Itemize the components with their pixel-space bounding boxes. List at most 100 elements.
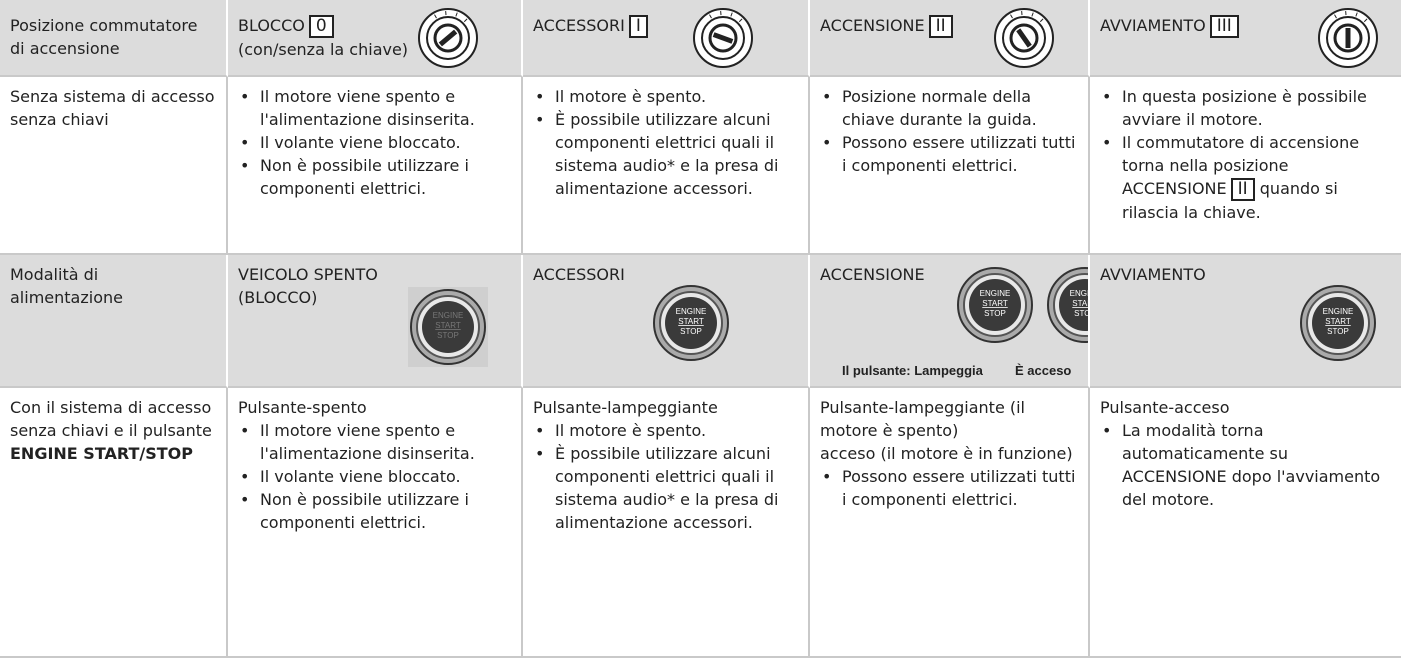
bullet-list: Il motore è spento.È possibile utilizzar… <box>533 419 798 534</box>
row-label-text: Senza sistema di accesso senza chiavi <box>10 87 215 129</box>
table-cell: Il motore è spento.È possibile utilizzar… <box>523 77 810 255</box>
bullet-item: Il commutatore di accensione torna nella… <box>1100 131 1391 224</box>
table-cell: Pulsante-spento Il motore viene spento e … <box>228 388 523 658</box>
table-cell: BLOCCO 0 (con/senza la chiave) <box>228 0 523 77</box>
cell-title: VEICOLO SPENTO (BLOCCO) <box>238 263 398 309</box>
button-text: ENGINE <box>433 311 464 320</box>
table-cell: In questa posizione è possibile avviare … <box>1090 77 1401 255</box>
bullet-item: Il motore è spento. <box>533 85 798 108</box>
key-tick <box>1031 12 1034 17</box>
position-badge: III <box>1209 15 1239 38</box>
position-badge: II <box>928 15 953 38</box>
key-slot <box>1016 28 1032 48</box>
bullet-item: Posizione normale della chiave durante l… <box>820 85 1078 131</box>
bullet-item: Il volante viene bloccato. <box>238 465 511 488</box>
key-tick <box>1039 18 1044 23</box>
button-text: START <box>982 299 1008 308</box>
bullet-item: È possibile utilizzare alcuni componenti… <box>533 108 798 200</box>
title-text: ACCENSIONE <box>820 16 925 35</box>
button-text: STOP <box>984 309 1006 318</box>
cell-title: ACCENSIONE II <box>820 14 1078 38</box>
bullet-item: È possibile utilizzare alcuni componenti… <box>533 442 798 534</box>
title-text: ACCESSORI <box>533 16 625 35</box>
title-text: BLOCCO <box>238 16 305 35</box>
button-face <box>422 301 474 353</box>
button-text: ENGINE <box>676 307 707 316</box>
button-text: STOP <box>1074 309 1090 318</box>
row-label: Con il sistema di accesso senza chiavi e… <box>0 388 228 658</box>
bullet-item: La modalità torna automaticamente su ACC… <box>1100 419 1391 511</box>
bullet-item: In questa posizione è possibile avviare … <box>1100 85 1391 131</box>
cell-note: (con/senza la chiave) <box>238 40 409 59</box>
key-tick <box>730 12 733 17</box>
button-text: START <box>435 321 461 330</box>
table-cell: Pulsante-lampeggiante Il motore è spento.… <box>523 388 810 658</box>
table-cell: ACCESSORI ENGINE START STOP <box>523 255 810 388</box>
button-text: ENGINE <box>980 289 1011 298</box>
key-tick <box>1355 12 1358 17</box>
title-text: AVVIAMENTO <box>1100 265 1206 284</box>
button-face <box>969 279 1021 331</box>
bullet-item: Il motore viene spento e l'alimentazione… <box>238 419 511 465</box>
bullet-item: Il motore viene spento e l'alimentazione… <box>238 85 511 131</box>
bullet-list: Possono essere utilizzati tutti i compon… <box>820 465 1078 511</box>
bullet-text: Il commutatore di accensione torna nella… <box>1122 133 1360 198</box>
row-label-text: Con il sistema di accesso senza chiavi e… <box>10 398 212 440</box>
title-text: VEICOLO SPENTO (BLOCCO) <box>238 265 378 307</box>
key-tick <box>709 14 712 19</box>
button-text: STOP <box>1327 327 1349 336</box>
table-cell: Posizione normale della chiave durante l… <box>810 77 1090 255</box>
row-label-text: Posizione commutatore di accensione <box>10 16 198 58</box>
key-cylinder <box>418 8 478 68</box>
cell-title: AVVIAMENTO III <box>1100 14 1391 38</box>
key-cylinder <box>693 8 753 68</box>
bullet-list: Il motore viene spento e l'alimentazione… <box>238 85 511 200</box>
cell-heading: Pulsante-acceso <box>1100 398 1230 417</box>
bullet-list: Posizione normale della chiave durante l… <box>820 85 1078 177</box>
key-tick <box>463 18 468 23</box>
bullet-list: Il motore è spento.È possibile utilizzar… <box>533 85 798 200</box>
table-cell: ACCESSORI I <box>523 0 810 77</box>
bullet-item: Non è possibile utilizzare i componenti … <box>238 488 511 534</box>
key-tick <box>455 12 458 17</box>
button-text: STOP <box>437 331 459 340</box>
table-cell: Pulsante-lampeggiante (il motore è spent… <box>810 388 1090 658</box>
bullet-list: Il motore viene spento e l'alimentazione… <box>238 419 511 534</box>
row-label: Senza sistema di accesso senza chiavi <box>0 77 228 255</box>
cell-title: ACCESSORI I <box>533 14 798 38</box>
key-cylinder <box>1318 8 1378 68</box>
cell-heading: Pulsante-lampeggiante <box>533 398 718 417</box>
position-badge: II <box>1230 178 1255 201</box>
button-text: START <box>1325 317 1351 326</box>
key-tick <box>1363 18 1368 23</box>
cell-title: AVVIAMENTO <box>1100 263 1260 286</box>
key-tick <box>1010 14 1013 19</box>
table-cell: VEICOLO SPENTO (BLOCCO) ENGINE START STOP <box>228 255 523 388</box>
cell-heading: Pulsante-spento <box>238 398 367 417</box>
button-face <box>1059 279 1088 331</box>
key-tick <box>1334 14 1337 19</box>
position-badge: 0 <box>308 15 334 38</box>
button-face <box>665 297 717 349</box>
title-text: ACCESSORI <box>533 265 625 284</box>
cell-title: ACCESSORI <box>533 263 693 286</box>
button-text: STOP <box>680 327 702 336</box>
button-caption: Il pulsante: Lampeggia <box>842 363 983 378</box>
table-cell: Il motore viene spento e l'alimentazione… <box>228 77 523 255</box>
key-slot <box>1345 28 1351 48</box>
bullet-item: Il motore è spento. <box>533 419 798 442</box>
key-tick <box>434 14 437 19</box>
row-label: Posizione commutatore di accensione <box>0 0 228 77</box>
bullet-text: quando si rilascia la chiave. <box>1122 179 1338 222</box>
table-cell: ACCENSIONE ENGINE START STOP ENGINE START STOP… <box>810 255 1090 388</box>
bullet-list: La modalità torna automaticamente su ACC… <box>1100 419 1391 511</box>
cell-heading: Pulsante-lampeggiante (il motore è spent… <box>820 398 1025 440</box>
bullet-list: In questa posizione è possibile avviare … <box>1100 85 1391 224</box>
button-text: START <box>678 317 704 326</box>
